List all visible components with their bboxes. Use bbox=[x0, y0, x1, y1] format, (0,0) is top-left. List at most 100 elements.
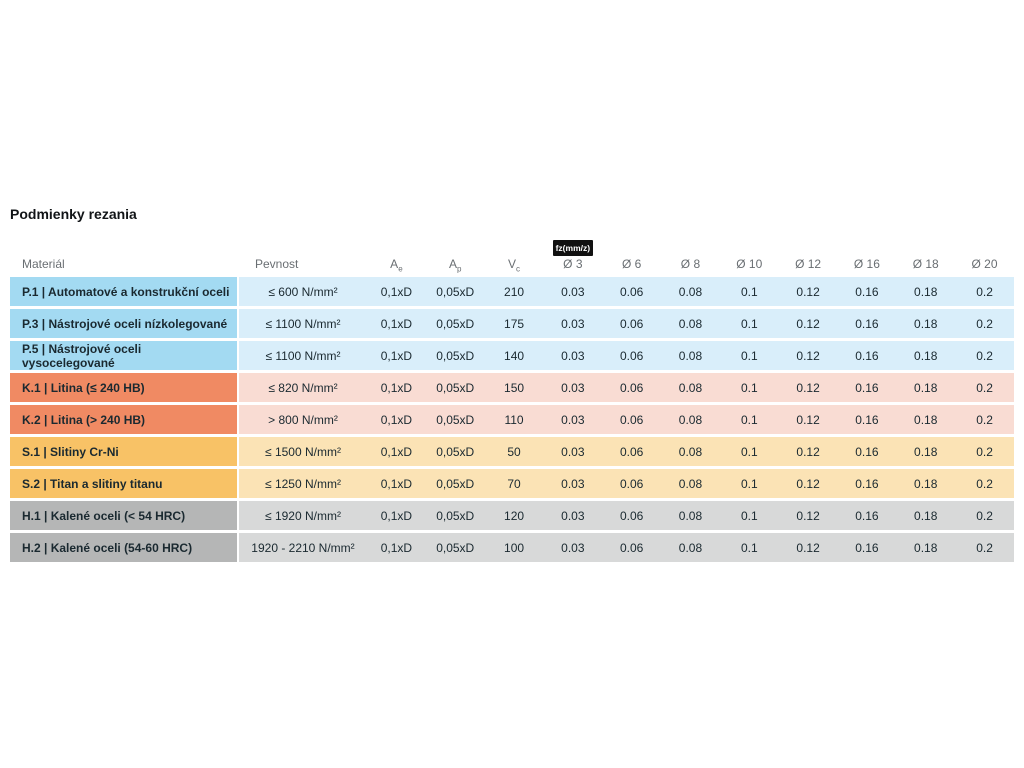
header-ae: Ae bbox=[367, 257, 426, 274]
material-cell: P.1 | Automatové a konstrukční oceli bbox=[10, 277, 237, 306]
fz-cell-d6: 0.06 bbox=[619, 412, 644, 427]
fz-cell-d16: 0.16 bbox=[855, 444, 879, 459]
fz-cell-d20: 0.2 bbox=[976, 412, 993, 427]
fz-cell-d8: 0.08 bbox=[678, 508, 703, 523]
row-values: ≤ 600 N/mm² 0,1xD 0,05xD 210 0.03 0.06 0… bbox=[239, 277, 1014, 306]
material-cell: S.1 | Slitiny Cr-Ni bbox=[10, 437, 237, 466]
pevnost-cell: ≤ 1100 N/mm² bbox=[265, 316, 341, 331]
vc-cell: 70 bbox=[507, 476, 521, 491]
material-cell: K.1 | Litina (≤ 240 HB) bbox=[10, 373, 237, 402]
material-label: S.1 | Slitiny Cr-Ni bbox=[22, 444, 119, 459]
vc-cell: 175 bbox=[504, 316, 525, 331]
fz-cell-d3: 0.03 bbox=[561, 380, 585, 395]
fz-cell-d16: 0.16 bbox=[855, 316, 879, 331]
fz-cell-d18: 0.18 bbox=[914, 476, 938, 491]
vc-cell: 120 bbox=[504, 508, 525, 523]
ap-cell: 0,05xD bbox=[436, 284, 475, 299]
ap-cell: 0,05xD bbox=[436, 348, 475, 363]
fz-cell-d20: 0.2 bbox=[976, 284, 993, 299]
fz-cell-d20: 0.2 bbox=[976, 508, 993, 523]
material-cell: H.2 | Kalené oceli (54-60 HRC) bbox=[10, 533, 237, 562]
pevnost-cell: > 800 N/mm² bbox=[268, 412, 338, 427]
fz-cell-d10: 0.1 bbox=[740, 444, 758, 459]
fz-cell-d20: 0.2 bbox=[976, 476, 993, 491]
fz-cell-d12: 0.12 bbox=[796, 284, 820, 299]
ae-cell: 0,1xD bbox=[380, 476, 413, 491]
ae-cell: 0,1xD bbox=[380, 540, 413, 555]
fz-cell-d20: 0.2 bbox=[976, 316, 993, 331]
fz-cell-d6: 0.06 bbox=[619, 348, 644, 363]
fz-header-stack: fz(mm/z) Ø 3 bbox=[543, 240, 602, 271]
fz-cell-d20: 0.2 bbox=[976, 380, 993, 395]
fz-cell-d16: 0.16 bbox=[855, 412, 879, 427]
material-cell: K.2 | Litina (> 240 HB) bbox=[10, 405, 237, 434]
fz-cell-d10: 0.1 bbox=[740, 540, 758, 555]
pevnost-cell: ≤ 600 N/mm² bbox=[268, 284, 338, 299]
header-diameter-20: Ø 20 bbox=[971, 257, 998, 271]
fz-cell-d16: 0.16 bbox=[855, 540, 879, 555]
fz-cell-d3: 0.03 bbox=[561, 284, 585, 299]
fz-cell-d18: 0.18 bbox=[914, 316, 938, 331]
pevnost-cell: 1920 - 2210 N/mm² bbox=[251, 540, 355, 555]
page-title: Podmienky rezania bbox=[10, 206, 137, 222]
fz-cell-d18: 0.18 bbox=[914, 444, 938, 459]
header-ap: Ap bbox=[426, 257, 485, 273]
table-row: H.1 | Kalené oceli (< 54 HRC) ≤ 1920 N/m… bbox=[10, 501, 1014, 530]
table-row: K.1 | Litina (≤ 240 HB) ≤ 820 N/mm² 0,1x… bbox=[10, 373, 1014, 402]
row-values: ≤ 1920 N/mm² 0,1xD 0,05xD 120 0.03 0.06 … bbox=[239, 501, 1014, 530]
fz-cell-d3: 0.03 bbox=[561, 508, 585, 523]
fz-cell-d12: 0.12 bbox=[796, 348, 820, 363]
fz-cell-d10: 0.1 bbox=[740, 316, 758, 331]
fz-cell-d10: 0.1 bbox=[740, 412, 758, 427]
fz-cell-d10: 0.1 bbox=[740, 508, 758, 523]
fz-cell-d3: 0.03 bbox=[561, 540, 585, 555]
ae-cell: 0,1xD bbox=[380, 412, 413, 427]
fz-cell-d12: 0.12 bbox=[796, 540, 820, 555]
fz-cell-d8: 0.08 bbox=[678, 284, 703, 299]
material-cell: P.3 | Nástrojové oceli nízkolegované bbox=[10, 309, 237, 338]
fz-cell-d12: 0.12 bbox=[796, 476, 820, 491]
table-header-row: Materiál Pevnost Ae Ap Vc fz(mm/z) Ø 3 Ø… bbox=[10, 240, 1014, 274]
ap-cell: 0,05xD bbox=[436, 380, 475, 395]
row-values: 1920 - 2210 N/mm² 0,1xD 0,05xD 100 0.03 … bbox=[239, 533, 1014, 562]
ap-cell: 0,05xD bbox=[436, 508, 475, 523]
row-values: ≤ 1100 N/mm² 0,1xD 0,05xD 175 0.03 0.06 … bbox=[239, 309, 1014, 338]
fz-cell-d6: 0.06 bbox=[619, 380, 644, 395]
row-values: ≤ 1500 N/mm² 0,1xD 0,05xD 50 0.03 0.06 0… bbox=[239, 437, 1014, 466]
header-material: Materiál bbox=[22, 257, 65, 271]
pevnost-cell: ≤ 820 N/mm² bbox=[268, 380, 338, 395]
fz-cell-d6: 0.06 bbox=[619, 444, 644, 459]
header-vc-sub: c bbox=[516, 264, 521, 274]
ae-cell: 0,1xD bbox=[380, 444, 413, 459]
vc-cell: 50 bbox=[507, 444, 521, 459]
fz-cell-d6: 0.06 bbox=[619, 284, 644, 299]
header-diameter-16: Ø 16 bbox=[853, 257, 880, 271]
row-values: > 800 N/mm² 0,1xD 0,05xD 110 0.03 0.06 0… bbox=[239, 405, 1014, 434]
fz-cell-d16: 0.16 bbox=[855, 508, 879, 523]
table-row: P.5 | Nástrojové oceli vysocelegované ≤ … bbox=[10, 341, 1014, 370]
header-ae-sub: e bbox=[398, 264, 403, 274]
ae-cell: 0,1xD bbox=[380, 316, 413, 331]
vc-cell: 100 bbox=[504, 540, 525, 555]
fz-cell-d16: 0.16 bbox=[855, 348, 879, 363]
fz-cell-d3: 0.03 bbox=[561, 476, 585, 491]
vc-cell: 150 bbox=[504, 380, 525, 395]
fz-cell-d3: 0.03 bbox=[561, 316, 585, 331]
fz-cell-d3: 0.03 bbox=[561, 412, 585, 427]
header-diameter-3: fz(mm/z) Ø 3 bbox=[543, 240, 602, 271]
row-values: ≤ 1100 N/mm² 0,1xD 0,05xD 140 0.03 0.06 … bbox=[239, 341, 1014, 370]
fz-unit-badge: fz(mm/z) bbox=[552, 240, 594, 256]
pevnost-cell: ≤ 1250 N/mm² bbox=[265, 476, 341, 491]
header-ap-base: A bbox=[448, 257, 457, 271]
fz-cell-d18: 0.18 bbox=[914, 412, 938, 427]
pevnost-cell: ≤ 1920 N/mm² bbox=[265, 508, 341, 523]
fz-cell-d16: 0.16 bbox=[855, 476, 879, 491]
table-row: P.1 | Automatové a konstrukční oceli ≤ 6… bbox=[10, 277, 1014, 306]
ap-cell: 0,05xD bbox=[436, 412, 475, 427]
fz-cell-d8: 0.08 bbox=[678, 316, 703, 331]
material-label: K.1 | Litina (≤ 240 HB) bbox=[22, 380, 145, 395]
fz-cell-d16: 0.16 bbox=[855, 284, 879, 299]
fz-cell-d10: 0.1 bbox=[740, 476, 758, 491]
fz-cell-d8: 0.08 bbox=[678, 412, 703, 427]
fz-cell-d8: 0.08 bbox=[678, 444, 703, 459]
